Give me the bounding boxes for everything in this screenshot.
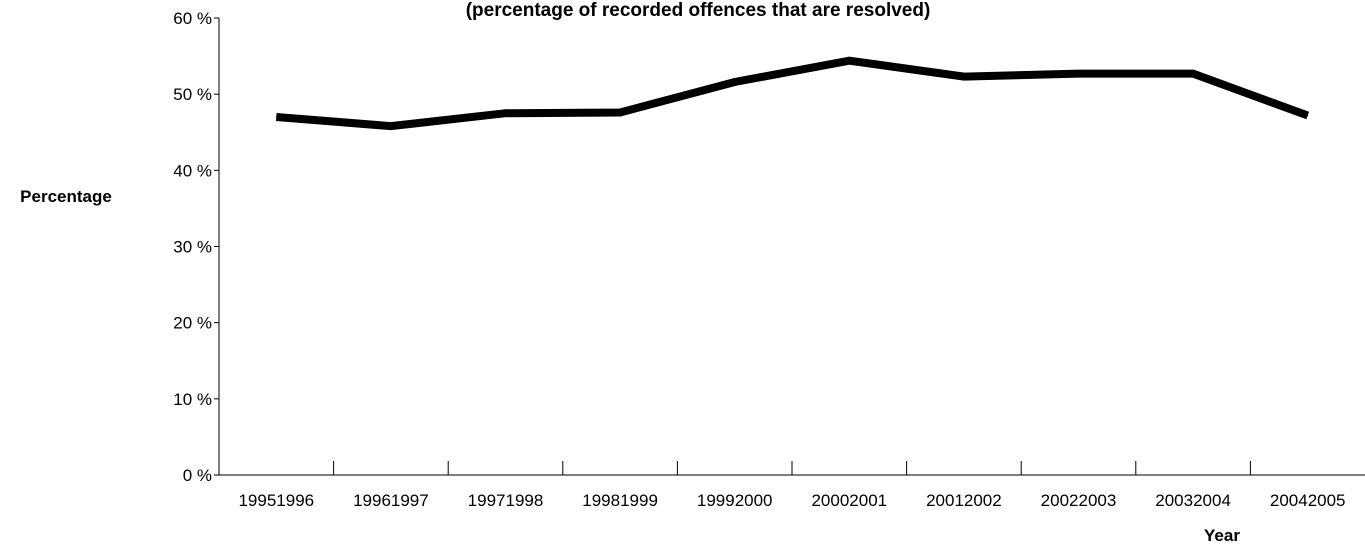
data-point <box>734 81 736 83</box>
y-tick-label: 50 % <box>173 85 212 104</box>
series-group <box>275 56 1310 131</box>
x-tick-label: 19971998 <box>468 491 544 510</box>
x-tick-label: 20042005 <box>1270 491 1346 510</box>
data-point <box>1307 114 1309 116</box>
x-tick-label: 19981999 <box>582 491 658 510</box>
y-tick-label: 40 % <box>173 161 212 180</box>
x-tick-label: 20012002 <box>926 491 1002 510</box>
y-tick-label: 10 % <box>173 390 212 409</box>
y-tick-label: 0 % <box>183 466 212 485</box>
x-tick-label: 19951996 <box>238 491 314 510</box>
x-tick-label: 20002001 <box>811 491 887 510</box>
data-point <box>1078 73 1079 75</box>
y-tick-label: 60 % <box>173 9 212 28</box>
series-line <box>275 56 1310 131</box>
y-axis-title: Percentage <box>20 187 112 206</box>
data-point <box>619 111 621 113</box>
data-point <box>390 125 392 127</box>
chart-title: (percentage of recorded offences that ar… <box>466 0 931 21</box>
x-axis-ticks: 19951996 19961997 19971998 19981999 19992000… <box>238 461 1346 510</box>
y-axis-ticks: 0 % 10 % 20 % 30 % 40 % 50 % 60 % <box>173 9 219 485</box>
x-tick-label: 19992000 <box>697 491 773 510</box>
data-point <box>1192 73 1194 75</box>
x-tick-label: 20022003 <box>1041 491 1117 510</box>
data-point <box>505 112 506 114</box>
y-tick-label: 30 % <box>173 238 212 257</box>
x-tick-label: 20032004 <box>1155 491 1231 510</box>
data-point <box>848 60 850 62</box>
x-axis-title: Year <box>1204 526 1240 545</box>
y-tick-label: 20 % <box>173 314 212 333</box>
x-tick-label: 19961997 <box>353 491 429 510</box>
data-point <box>963 76 965 78</box>
data-point <box>275 116 277 118</box>
